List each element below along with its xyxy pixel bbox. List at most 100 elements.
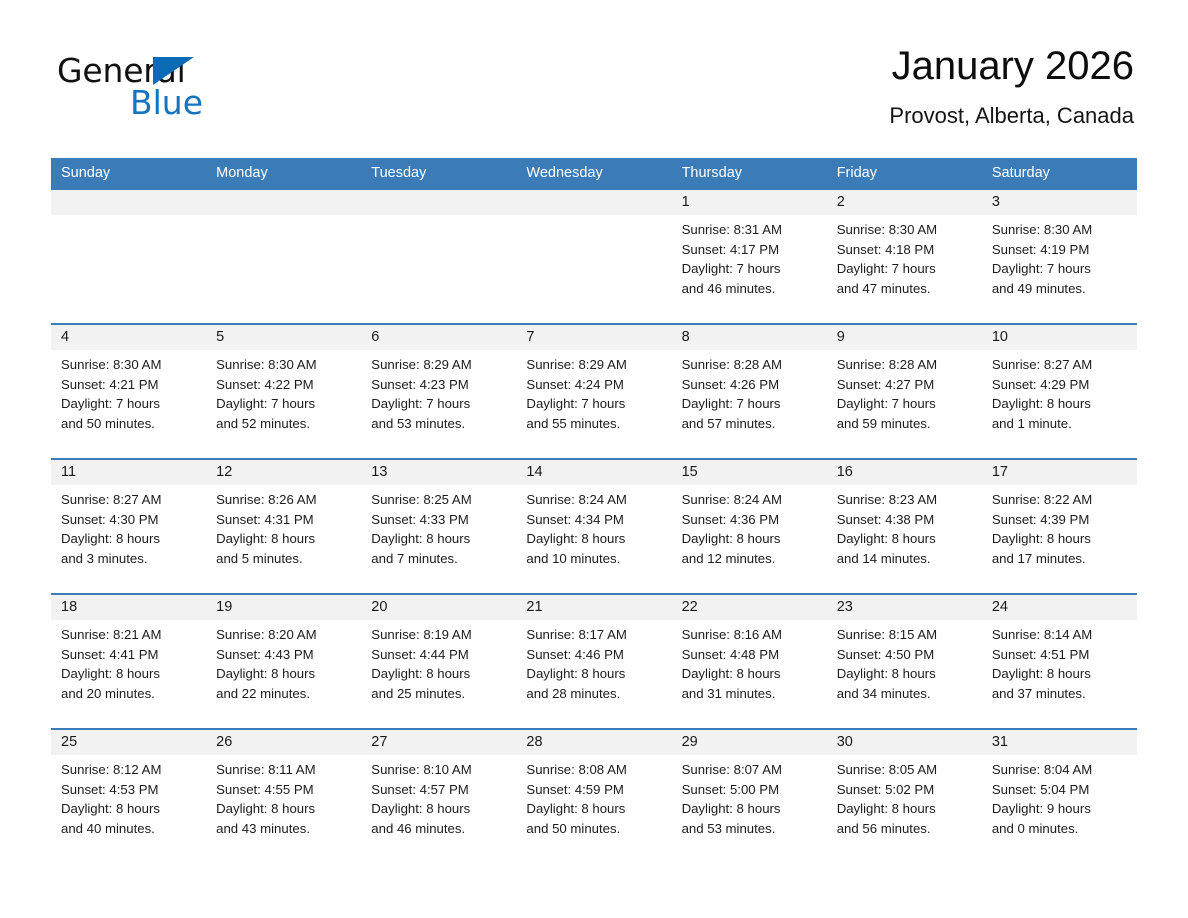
sunset-text: Sunset: 4:23 PM — [371, 376, 469, 392]
day-details: Sunrise: 8:05 AM Sunset: 5:02 PM Daylight:… — [827, 755, 982, 838]
day-cell[interactable]: 24 Sunrise: 8:14 AM Sunset: 4:51 PM Dayligh… — [981, 595, 1137, 728]
day-cell[interactable]: 25 Sunrise: 8:12 AM Sunset: 4:53 PM Dayligh… — [51, 730, 207, 863]
day-cell[interactable]: 23 Sunrise: 8:15 AM Sunset: 4:50 PM Dayligh… — [826, 595, 982, 728]
daylight-text-line2: and 59 minutes. — [836, 415, 931, 431]
sunset-text: Sunset: 4:59 PM — [526, 781, 624, 797]
day-cell[interactable]: 31 Sunrise: 8:04 AM Sunset: 5:04 PM Dayligh… — [981, 730, 1137, 863]
day-number — [361, 190, 517, 215]
day-cell[interactable]: 6 Sunrise: 8:29 AM Sunset: 4:23 PM Daylight… — [361, 325, 517, 458]
day-details: Sunrise: 8:19 AM Sunset: 4:44 PM Daylight:… — [361, 620, 516, 703]
daylight-text-line2: and 31 minutes. — [681, 685, 776, 701]
day-cell[interactable]: 30 Sunrise: 8:05 AM Sunset: 5:02 PM Dayligh… — [826, 730, 982, 863]
day-cell[interactable]: 15 Sunrise: 8:24 AM Sunset: 4:36 PM Dayligh… — [671, 460, 827, 593]
day-cell[interactable]: 11 Sunrise: 8:27 AM Sunset: 4:30 PM Dayligh… — [51, 460, 207, 593]
daylight-text-line1: Daylight: 7 hours — [836, 261, 936, 277]
day-cell[interactable] — [206, 190, 362, 323]
day-cell[interactable]: 8 Sunrise: 8:28 AM Sunset: 4:26 PM Daylight… — [671, 325, 827, 458]
daylight-text-line1: Daylight: 8 hours — [216, 531, 316, 547]
day-cell[interactable]: 16 Sunrise: 8:23 AM Sunset: 4:38 PM Dayligh… — [826, 460, 982, 593]
sunset-text: Sunset: 4:46 PM — [526, 646, 624, 662]
weekday-header-friday: Friday — [836, 165, 877, 181]
day-number: 21 — [516, 595, 672, 620]
page-title: January 2026 — [891, 44, 1134, 88]
day-number: 30 — [826, 730, 982, 755]
sunset-text: Sunset: 4:27 PM — [836, 376, 935, 392]
day-cell[interactable] — [516, 190, 672, 323]
day-number: 15 — [671, 460, 827, 485]
sunrise-text: Sunrise: 8:14 AM — [991, 627, 1093, 642]
daylight-text-line1: Daylight: 8 hours — [991, 666, 1091, 682]
day-number: 1 — [671, 190, 827, 215]
weekday-header-tuesday: Tuesday — [371, 165, 427, 181]
daylight-text-line1: Daylight: 8 hours — [371, 801, 471, 817]
daylight-text-line2: and 53 minutes. — [371, 415, 466, 431]
daylight-text-line1: Daylight: 8 hours — [681, 801, 781, 817]
daylight-text-line2: and 55 minutes. — [526, 415, 621, 431]
day-cell[interactable]: 4 Sunrise: 8:30 AM Sunset: 4:21 PM Daylight… — [51, 325, 207, 458]
day-cell[interactable]: 9 Sunrise: 8:28 AM Sunset: 4:27 PM Daylight… — [826, 325, 982, 458]
day-cell[interactable]: 27 Sunrise: 8:10 AM Sunset: 4:57 PM Dayligh… — [361, 730, 517, 863]
weekday-header-saturday: Saturday — [991, 165, 1050, 181]
sunset-text: Sunset: 4:39 PM — [991, 511, 1090, 527]
day-cell[interactable]: 1 Sunrise: 8:31 AM Sunset: 4:17 PM Daylight… — [671, 190, 827, 323]
day-number: 3 — [981, 190, 1137, 215]
day-number: 29 — [671, 730, 827, 755]
day-cell[interactable]: 29 Sunrise: 8:07 AM Sunset: 5:00 PM Dayligh… — [671, 730, 827, 863]
day-cell[interactable] — [51, 190, 207, 323]
daylight-text-line2: and 40 minutes. — [61, 820, 155, 836]
day-cell[interactable]: 21 Sunrise: 8:17 AM Sunset: 4:46 PM Dayligh… — [516, 595, 672, 728]
day-cell[interactable]: 5 Sunrise: 8:30 AM Sunset: 4:22 PM Daylight… — [206, 325, 362, 458]
week-row: 1 Sunrise: 8:31 AM Sunset: 4:17 PM Daylight… — [51, 188, 1137, 323]
day-cell[interactable]: 14 Sunrise: 8:24 AM Sunset: 4:34 PM Dayligh… — [516, 460, 672, 593]
day-details: Sunrise: 8:11 AM Sunset: 4:55 PM Daylight:… — [206, 755, 361, 838]
daylight-text-line1: Daylight: 8 hours — [526, 666, 626, 682]
day-details: Sunrise: 8:30 AM Sunset: 4:21 PM Daylight:… — [51, 350, 206, 433]
day-details: Sunrise: 8:17 AM Sunset: 4:46 PM Daylight:… — [516, 620, 671, 703]
sunrise-text: Sunrise: 8:24 AM — [681, 492, 782, 507]
daylight-text-line2: and 28 minutes. — [526, 685, 621, 701]
day-cell[interactable]: 2 Sunrise: 8:30 AM Sunset: 4:18 PM Daylight… — [826, 190, 982, 323]
day-cell[interactable]: 17 Sunrise: 8:22 AM Sunset: 4:39 PM Dayligh… — [981, 460, 1137, 593]
day-cell[interactable]: 18 Sunrise: 8:21 AM Sunset: 4:41 PM Dayligh… — [51, 595, 207, 728]
day-cell[interactable]: 20 Sunrise: 8:19 AM Sunset: 4:44 PM Dayligh… — [361, 595, 517, 728]
day-number: 23 — [826, 595, 982, 620]
sunrise-text: Sunrise: 8:17 AM — [526, 627, 627, 642]
sunrise-text: Sunrise: 8:28 AM — [836, 357, 938, 372]
day-cell[interactable]: 26 Sunrise: 8:11 AM Sunset: 4:55 PM Dayligh… — [206, 730, 362, 863]
day-cell[interactable]: 7 Sunrise: 8:29 AM Sunset: 4:24 PM Daylight… — [516, 325, 672, 458]
daylight-text-line2: and 57 minutes. — [681, 415, 776, 431]
sunrise-text: Sunrise: 8:07 AM — [681, 762, 782, 777]
day-details: Sunrise: 8:30 AM Sunset: 4:18 PM Daylight:… — [827, 215, 982, 298]
day-cell[interactable]: 19 Sunrise: 8:20 AM Sunset: 4:43 PM Dayligh… — [206, 595, 362, 728]
sunset-text: Sunset: 4:21 PM — [61, 376, 159, 392]
sunrise-text: Sunrise: 8:27 AM — [991, 357, 1093, 372]
day-cell[interactable] — [361, 190, 517, 323]
sunrise-text: Sunrise: 8:11 AM — [216, 762, 316, 777]
day-cell[interactable]: 13 Sunrise: 8:25 AM Sunset: 4:33 PM Dayligh… — [361, 460, 517, 593]
day-cell[interactable]: 22 Sunrise: 8:16 AM Sunset: 4:48 PM Dayligh… — [671, 595, 827, 728]
sunset-text: Sunset: 4:30 PM — [61, 511, 159, 527]
day-number: 10 — [981, 325, 1137, 350]
day-cell[interactable]: 12 Sunrise: 8:26 AM Sunset: 4:31 PM Dayligh… — [206, 460, 362, 593]
daylight-text-line2: and 43 minutes. — [216, 820, 310, 836]
day-details: Sunrise: 8:24 AM Sunset: 4:34 PM Daylight:… — [516, 485, 671, 568]
sunset-text: Sunset: 4:36 PM — [681, 511, 780, 527]
sunrise-text: Sunrise: 8:29 AM — [371, 357, 472, 372]
day-number: 24 — [981, 595, 1137, 620]
day-cell[interactable]: 28 Sunrise: 8:08 AM Sunset: 4:59 PM Dayligh… — [516, 730, 672, 863]
daylight-text-line2: and 5 minutes. — [216, 550, 303, 566]
daylight-text-line2: and 3 minutes. — [61, 550, 148, 566]
generalblue-logo[interactable]: General Blue — [56, 46, 316, 126]
daylight-text-line1: Daylight: 8 hours — [61, 666, 160, 682]
day-cell[interactable]: 3 Sunrise: 8:30 AM Sunset: 4:19 PM Daylight… — [981, 190, 1137, 323]
day-number: 20 — [361, 595, 517, 620]
day-number: 14 — [516, 460, 672, 485]
day-details — [206, 215, 361, 220]
daylight-text-line1: Daylight: 7 hours — [681, 396, 781, 412]
day-details: Sunrise: 8:21 AM Sunset: 4:41 PM Daylight:… — [51, 620, 206, 703]
sunrise-text: Sunrise: 8:15 AM — [836, 627, 938, 642]
sunset-text: Sunset: 4:26 PM — [681, 376, 780, 392]
day-cell[interactable]: 10 Sunrise: 8:27 AM Sunset: 4:29 PM Dayligh… — [981, 325, 1137, 458]
sunrise-text: Sunrise: 8:25 AM — [371, 492, 472, 507]
